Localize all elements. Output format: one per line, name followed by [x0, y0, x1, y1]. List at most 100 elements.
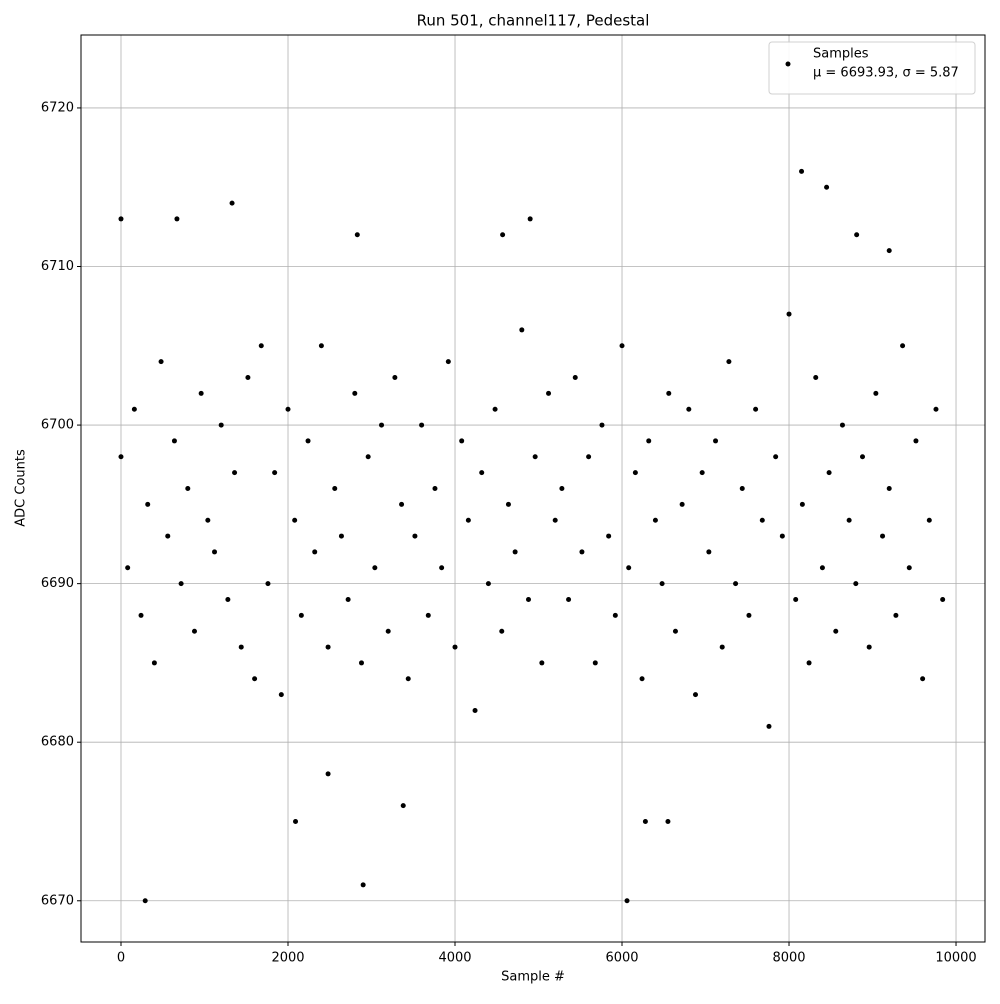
point: [360, 882, 366, 888]
point: [479, 470, 485, 476]
point: [392, 375, 398, 381]
point: [706, 549, 712, 555]
point: [632, 470, 638, 476]
point: [472, 707, 478, 713]
point: [893, 612, 899, 618]
point: [639, 676, 645, 682]
point: [354, 232, 360, 238]
legend-box: [768, 41, 976, 95]
point: [666, 390, 672, 396]
point: [806, 660, 812, 666]
point: [345, 596, 351, 602]
point: [258, 343, 264, 349]
point: [138, 612, 144, 618]
point: [385, 628, 391, 634]
point: [819, 565, 825, 571]
point: [191, 628, 197, 634]
point: [652, 517, 658, 523]
point: [866, 644, 872, 650]
point: [599, 422, 605, 428]
point: [492, 406, 498, 412]
point: [665, 818, 671, 824]
point: [212, 549, 218, 555]
point: [753, 406, 759, 412]
point: [225, 596, 231, 602]
point: [485, 581, 491, 587]
point: [624, 898, 630, 904]
point: [118, 454, 124, 460]
point: [439, 565, 445, 571]
point: [833, 628, 839, 634]
point: [799, 501, 805, 507]
point: [198, 390, 204, 396]
legend-note: μ = 6693.93, σ = 5.87: [813, 66, 959, 81]
y-tick-label: 6690: [41, 576, 74, 591]
point: [285, 406, 291, 412]
point: [158, 359, 164, 365]
point: [379, 422, 385, 428]
y-axis-label: ADC Counts: [14, 449, 29, 527]
point: [679, 501, 685, 507]
point: [786, 311, 792, 317]
point: [305, 438, 311, 444]
point: [265, 581, 271, 587]
x-tick-label: 0: [117, 951, 125, 966]
point: [726, 359, 732, 365]
y-tick-label: 6710: [41, 259, 74, 274]
point: [873, 390, 879, 396]
point: [505, 501, 511, 507]
point: [372, 565, 378, 571]
point: [174, 216, 180, 222]
point: [405, 676, 411, 682]
point: [552, 517, 558, 523]
point: [824, 184, 830, 190]
point: [312, 549, 318, 555]
point: [298, 612, 304, 618]
point: [586, 454, 592, 460]
point: [165, 533, 171, 539]
y-tick-label: 6670: [41, 893, 74, 908]
point: [546, 390, 552, 396]
point: [318, 343, 324, 349]
point: [799, 168, 805, 174]
point: [532, 454, 538, 460]
point: [171, 438, 177, 444]
point: [425, 612, 431, 618]
point: [572, 375, 578, 381]
y-tick-label: 6680: [41, 735, 74, 750]
point: [846, 517, 852, 523]
point: [232, 470, 238, 476]
point: [619, 343, 625, 349]
point: [606, 533, 612, 539]
point: [612, 612, 618, 618]
point: [692, 692, 698, 698]
x-tick-label: 2000: [271, 951, 304, 966]
point: [293, 818, 299, 824]
point: [592, 660, 598, 666]
point: [779, 533, 785, 539]
point: [906, 565, 912, 571]
point: [338, 533, 344, 539]
point: [432, 486, 438, 491]
plot-frame: [80, 34, 986, 943]
point: [245, 375, 251, 381]
point: [332, 486, 338, 491]
x-tick-label: 8000: [772, 951, 805, 966]
point: [853, 581, 859, 587]
point: [672, 628, 678, 634]
point: [940, 596, 946, 602]
point: [499, 628, 505, 634]
point: [358, 660, 364, 666]
point: [512, 549, 518, 555]
point: [839, 422, 845, 428]
x-tick-label: 4000: [438, 951, 471, 966]
point: [759, 517, 765, 523]
point: [229, 200, 235, 206]
point: [500, 232, 506, 238]
point: [145, 501, 151, 507]
y-tick-label: 6700: [41, 418, 74, 433]
point: [793, 596, 799, 602]
point: [579, 549, 585, 555]
point: [400, 803, 406, 809]
